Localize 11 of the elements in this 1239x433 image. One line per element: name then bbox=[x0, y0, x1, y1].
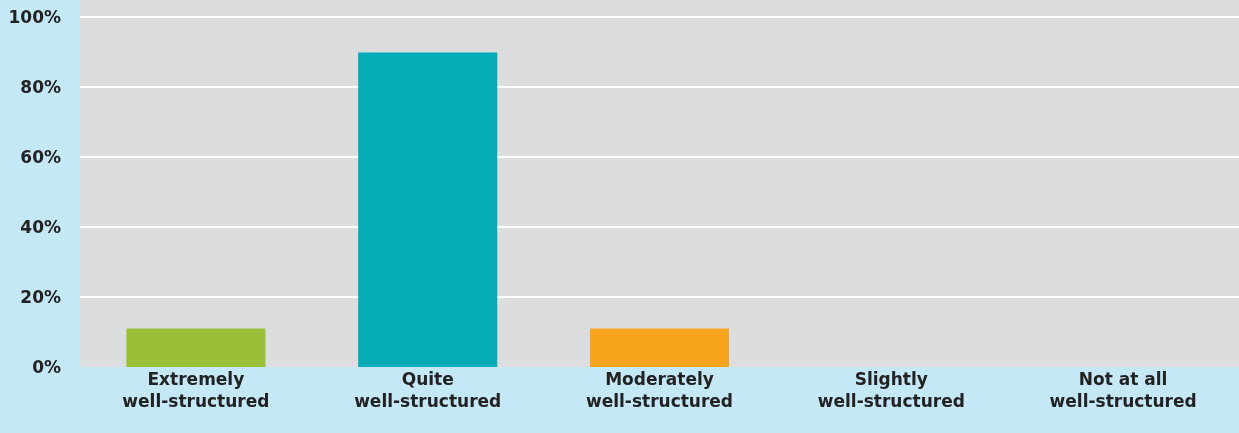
y-tick-label: 80% bbox=[20, 77, 61, 98]
y-tick-label: 60% bbox=[20, 147, 61, 168]
y-tick-label: 0% bbox=[32, 356, 61, 377]
x-tick-label: Quite well-structured bbox=[354, 369, 502, 412]
x-tick-label: Moderately well-structured bbox=[585, 369, 734, 412]
x-tick-label: Slightly well-structured bbox=[817, 369, 965, 412]
y-tick-label: 40% bbox=[20, 217, 61, 238]
x-tick-label: Not at all well-structured bbox=[1049, 369, 1197, 412]
x-tick-label: Extremely well-structured bbox=[122, 369, 270, 412]
y-tick-label: 20% bbox=[20, 287, 61, 308]
y-tick-label: 100% bbox=[8, 7, 61, 28]
